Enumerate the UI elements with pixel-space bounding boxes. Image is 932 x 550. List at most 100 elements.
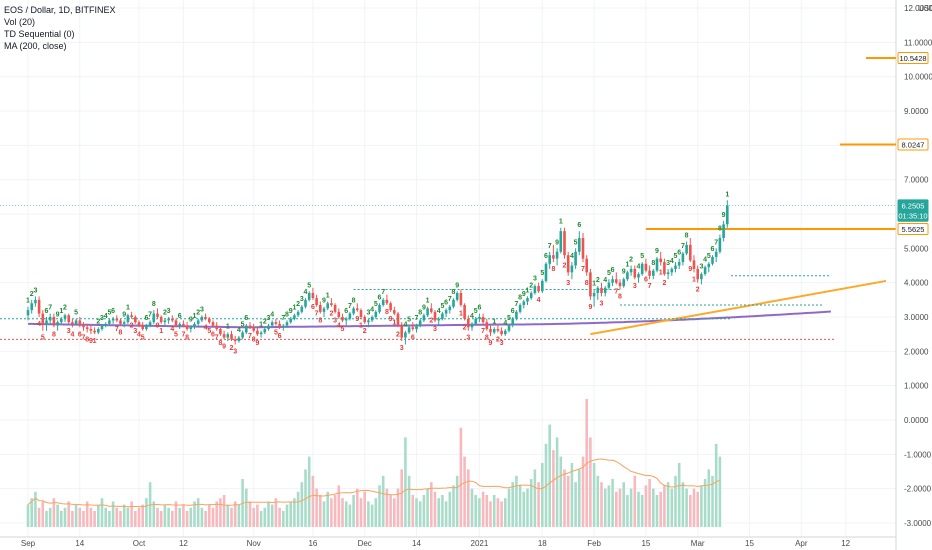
candle-body [622,279,625,287]
volume-bar [666,482,670,527]
price-tag-label: 01:35:10 [898,212,927,221]
candle-body [411,327,415,330]
volume-ma-line [27,458,721,508]
candle-body [418,320,422,326]
volume-bar [300,482,304,527]
volume-bar [134,511,137,527]
td-buy-count: 5 [374,301,378,308]
td-buy-count: 9 [56,311,60,318]
volume-bar [137,507,141,527]
volume-bar [629,488,633,527]
candle-body [356,308,359,311]
candle-body [600,287,603,293]
volume-bar [626,495,629,527]
candle-body [289,318,292,323]
td-buy-count: 9 [322,298,326,305]
candle-body [211,322,215,326]
candle-body [533,286,537,293]
volume-bar [119,511,122,527]
td-sell-count: 9 [255,340,259,347]
td-buy-count: 1 [259,322,263,329]
candle-body [270,322,274,326]
candle-body [267,325,270,330]
td-buy-count: 6 [378,294,382,301]
candle-body [444,310,448,314]
td-buy-count: 4 [403,322,407,329]
candle-body [78,320,82,326]
td-sell-count: 9 [688,266,692,273]
td-sell-count: 8 [218,340,222,347]
volume-bar [145,498,148,527]
volume-bar [204,511,207,527]
volume-bar [233,501,237,527]
candle-body [585,258,588,273]
price-axis[interactable]: 12.000011.000010.00009.00008.00007.00006… [895,0,932,550]
volume-bar [215,501,218,527]
td-sell-count: 6 [278,333,282,340]
ma-indicator-label[interactable]: MA (200, close) [4,41,67,51]
td-sequential-label[interactable]: TD Sequential (0) [4,29,75,39]
candle-body [322,308,326,312]
volume-bar [174,501,178,527]
td-buy-count: 8 [518,294,522,301]
candle-body [89,329,93,331]
td-buy-count: 4 [437,308,441,315]
volume-bar [607,485,611,527]
candle-body [256,330,259,335]
candle-body [293,315,296,319]
volume-bar [237,504,241,527]
td-buy-count: 2 [529,282,533,289]
td-buy-count: 1 [625,262,629,269]
td-buy-count: 1 [559,219,563,226]
td-buy-count: 4 [603,277,607,284]
candle-body [666,272,670,275]
time-axis[interactable]: Sep 14 Oct 12 Nov 16 Dec 14 2021 18 Feb 15 Mar 15 Apr 1… [0,536,896,548]
td-sell-count: 8 [585,280,589,287]
td-sell-count: 5 [41,335,45,342]
volume-bar [226,504,230,527]
volume-bars [26,399,722,527]
td-buy-count: 4 [270,311,274,318]
volume-indicator-label[interactable]: Vol (20) [4,17,36,27]
volume-bar [707,469,711,527]
td-sell-count: 3 [233,348,237,355]
td-buy-count: 3 [200,306,204,313]
volume-bar [348,504,352,527]
candle-body [607,282,611,288]
volume-bar [163,504,167,527]
td-sell-count: 6 [211,331,215,338]
candle-body [633,268,637,278]
symbol-title[interactable]: EOS / Dollar, 1D, BITFINEX [4,5,116,15]
candle-body [714,251,718,257]
candle-body [148,322,152,326]
volume-bar [696,491,699,527]
candle-body [659,258,662,263]
candle-body [241,332,244,338]
volume-bar [115,507,119,527]
td-buy-count: 6 [45,308,49,315]
volume-bar [93,511,96,527]
volume-bar [97,504,100,527]
td-sell-count: 4 [70,331,74,338]
td-buy-count: 7 [148,311,152,318]
candle-body [233,339,237,342]
price-tag-label: 8.0247 [902,140,925,149]
td-buy-count: 2 [63,305,67,312]
td-sell-count: 1 [159,328,163,335]
volume-bar [222,495,226,527]
td-buy-count: 8 [152,301,156,308]
candle-body [504,330,507,335]
volume-bar [552,450,555,527]
candle-body [541,280,544,292]
volume-bar [85,501,89,527]
td-sell-count: 8 [551,266,555,273]
candle-body [570,265,574,273]
volume-bar [537,482,540,527]
volume-bar [481,491,485,527]
volume-bar [711,475,714,527]
volume-bar [533,469,537,527]
volume-bar [370,504,374,527]
candle-body [274,322,278,324]
candle-body [629,268,633,273]
